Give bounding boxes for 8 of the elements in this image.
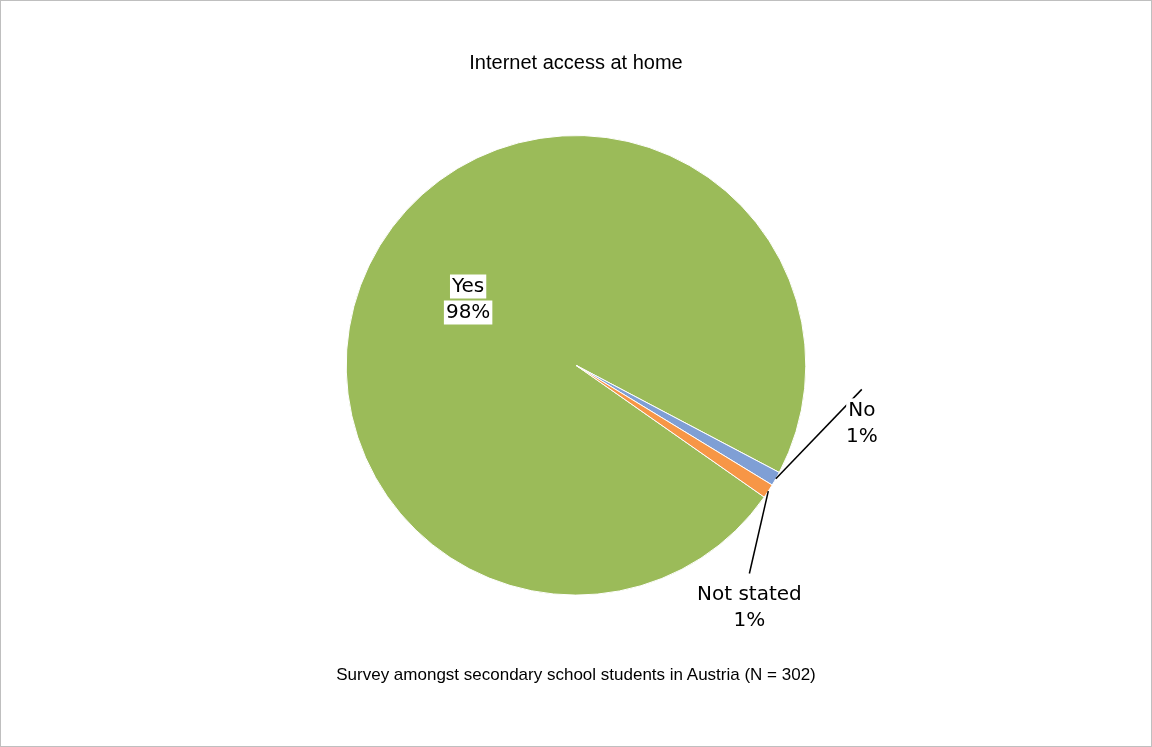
data-label: 98% (445, 298, 491, 323)
data-label: 1% (733, 606, 766, 631)
chart-title: Internet access at home (469, 50, 683, 73)
text: Survey amongst secondary school students in Austria (N = 302) (336, 665, 816, 685)
slice-label: No (848, 396, 876, 421)
data-label: 1% (845, 422, 878, 447)
slice-label: Not stated (697, 580, 802, 605)
slice-label: Yes (450, 272, 485, 297)
